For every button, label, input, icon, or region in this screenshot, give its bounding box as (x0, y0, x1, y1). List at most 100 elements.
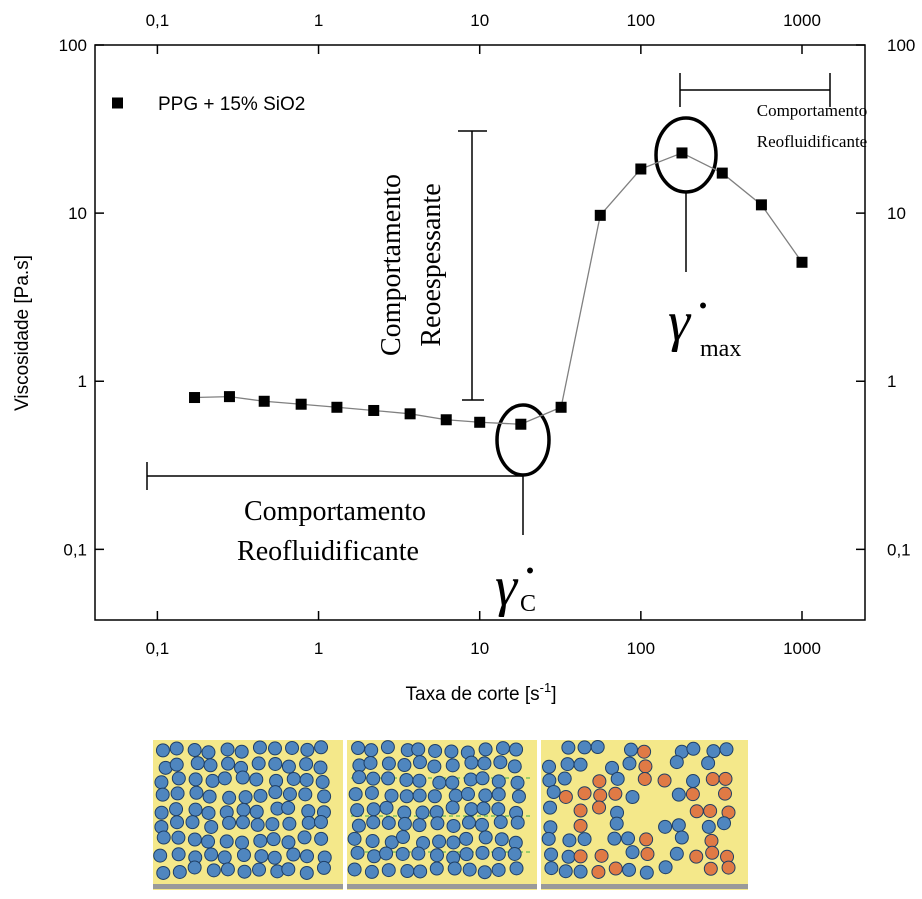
particle (562, 833, 577, 848)
particle (411, 742, 426, 757)
particle (221, 756, 236, 771)
y-axis-label: Viscosidade [Pa.s] (12, 255, 33, 411)
particle (510, 815, 525, 830)
particle (250, 817, 265, 832)
x-tick-label-top: 1 (314, 11, 323, 30)
particle (222, 790, 237, 805)
particle (640, 847, 655, 862)
particle (592, 800, 607, 815)
particle (717, 816, 732, 831)
particle (313, 815, 328, 830)
particle (365, 834, 380, 849)
particle (657, 773, 672, 788)
particle (463, 772, 478, 787)
particle (217, 771, 232, 786)
particle (253, 788, 268, 803)
particle (252, 740, 267, 755)
particle (594, 848, 609, 863)
particle (202, 789, 217, 804)
particle (413, 864, 428, 879)
particle (254, 849, 269, 864)
particle (352, 770, 367, 785)
particle (557, 771, 572, 786)
x-axis-label-exp: -1 (540, 680, 552, 695)
particle (220, 742, 235, 757)
particle (379, 846, 394, 861)
particle (282, 816, 297, 831)
particle (625, 790, 640, 805)
particle (491, 862, 506, 877)
particle (447, 861, 462, 876)
particle (235, 770, 250, 785)
particle (222, 815, 237, 830)
particle (491, 846, 506, 861)
particle (577, 786, 592, 801)
particle (445, 800, 460, 815)
particle (297, 830, 312, 845)
particle (625, 845, 640, 860)
particle (265, 817, 280, 832)
data-point (594, 209, 606, 221)
particle (268, 756, 283, 771)
particle (637, 771, 652, 786)
particle (445, 758, 460, 773)
particle (705, 772, 720, 787)
particle (573, 757, 588, 772)
x-tick-label: 0,1 (146, 639, 170, 658)
annotation-text: Reofluidificante (237, 536, 419, 567)
x-tick-label-top: 1000 (783, 11, 821, 30)
particle (170, 815, 185, 830)
particle (238, 790, 253, 805)
particle (561, 740, 576, 755)
particle (351, 818, 366, 833)
particle (286, 847, 301, 862)
annotation-graphics (146, 73, 831, 535)
particle (432, 834, 447, 849)
particle (622, 862, 637, 877)
particle (206, 863, 221, 878)
particle (444, 744, 459, 759)
particle (446, 835, 461, 850)
data-point (258, 395, 270, 407)
data-point (716, 167, 728, 179)
particle (348, 787, 363, 802)
particle (364, 743, 379, 758)
particle (718, 771, 733, 786)
x-axis-label-end: ] (551, 684, 556, 705)
particle (187, 860, 202, 875)
particle (464, 802, 479, 817)
y-tick-label-right: 10 (887, 204, 906, 223)
particle (689, 849, 704, 864)
series-line (194, 152, 803, 425)
particle (252, 862, 267, 877)
particle (543, 820, 558, 835)
particle (217, 850, 232, 865)
particle (366, 802, 381, 817)
particle (705, 845, 720, 860)
particle (577, 832, 592, 847)
particle (507, 846, 522, 861)
particle (541, 831, 556, 846)
highlight-ellipse (654, 116, 718, 194)
x-tick-label: 1 (314, 639, 323, 658)
particle (253, 833, 268, 848)
particle (669, 755, 684, 770)
particle (428, 743, 443, 758)
particle (448, 788, 463, 803)
particle (395, 846, 410, 861)
particle (171, 830, 186, 845)
x-axis-label-main: Taxa de corte [s (406, 684, 540, 705)
particle (685, 787, 700, 802)
particle (266, 832, 281, 847)
particle (432, 775, 447, 790)
particle (381, 756, 396, 771)
particle (573, 864, 588, 879)
x-tick-label-top: 100 (627, 11, 655, 30)
particle (412, 773, 427, 788)
particle (510, 775, 525, 790)
particle (267, 741, 282, 756)
particle (201, 805, 216, 820)
particle (445, 775, 460, 790)
gamma-subscript: C (520, 591, 536, 617)
